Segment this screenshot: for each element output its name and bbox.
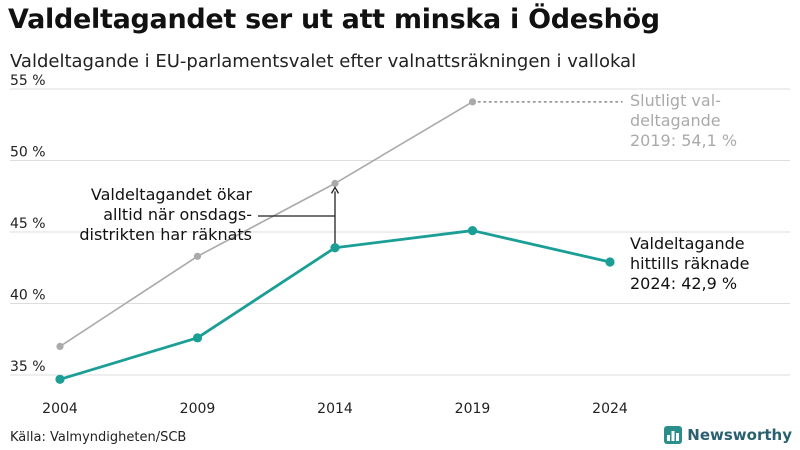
data-point-night: [55, 374, 65, 384]
newsworthy-icon: [664, 426, 683, 444]
source-text: Källa: Valmyndigheten/SCB: [10, 430, 187, 445]
data-point-final: [193, 252, 202, 260]
data-point-final: [331, 179, 339, 187]
chart-subtitle: Valdeltagande i EU-parlamentsvalet efter…: [10, 51, 637, 72]
series-line-night: [59, 229, 611, 381]
annotation-arrow-head: [330, 186, 340, 194]
data-point-night: [192, 333, 203, 343]
data-point-night: [467, 225, 478, 236]
x-tick-label: 2004: [42, 401, 78, 417]
x-tick-label: 2019: [455, 401, 491, 417]
night-series-label: Valdeltagande hittills räknade 2024: 42,9 …: [630, 234, 749, 293]
data-point-night: [605, 257, 615, 267]
series-line-final: [59, 101, 473, 348]
y-tick-label: 55 %: [10, 73, 46, 89]
annotation-note-line: distrikten har räknats: [79, 225, 252, 244]
x-tick-label: 2014: [317, 401, 353, 417]
annotation-note: Valdeltagandet ökar alltid när onsdags-di…: [79, 185, 252, 244]
brand-logo: Newsworthy: [664, 426, 792, 444]
final-series-label-line: 2019: 54,1 %: [630, 131, 737, 150]
data-point-night: [330, 243, 340, 253]
brand-name: Newsworthy: [687, 426, 792, 444]
data-point-final: [468, 98, 477, 106]
x-tick-label: 2009: [180, 401, 216, 417]
y-tick-label: 50 %: [10, 145, 46, 161]
x-tick-label: 2024: [592, 401, 628, 417]
y-tick-label: 35 %: [10, 359, 46, 375]
night-series-label-line: 2024: 42,9 %: [630, 274, 737, 293]
night-series-label-line: hittills räknade: [630, 254, 749, 273]
data-point-final: [56, 342, 64, 350]
final-series-label-line: deltagande: [630, 111, 721, 130]
annotation-note-line: Valdeltagandet ökar: [91, 185, 253, 204]
chart-title: Valdeltagandet ser ut att minska i Ödesh…: [8, 4, 660, 35]
final-series-label-line: Slutligt val-: [630, 91, 721, 110]
annotation-note-line: alltid när onsdags-: [103, 205, 252, 224]
night-series-label-line: Valdeltagande: [630, 234, 745, 253]
final-series-label: Slutligt val-deltagande 2019: 54,1 %: [630, 91, 737, 150]
y-tick-label: 40 %: [10, 288, 46, 304]
y-tick-label: 45 %: [10, 216, 46, 232]
